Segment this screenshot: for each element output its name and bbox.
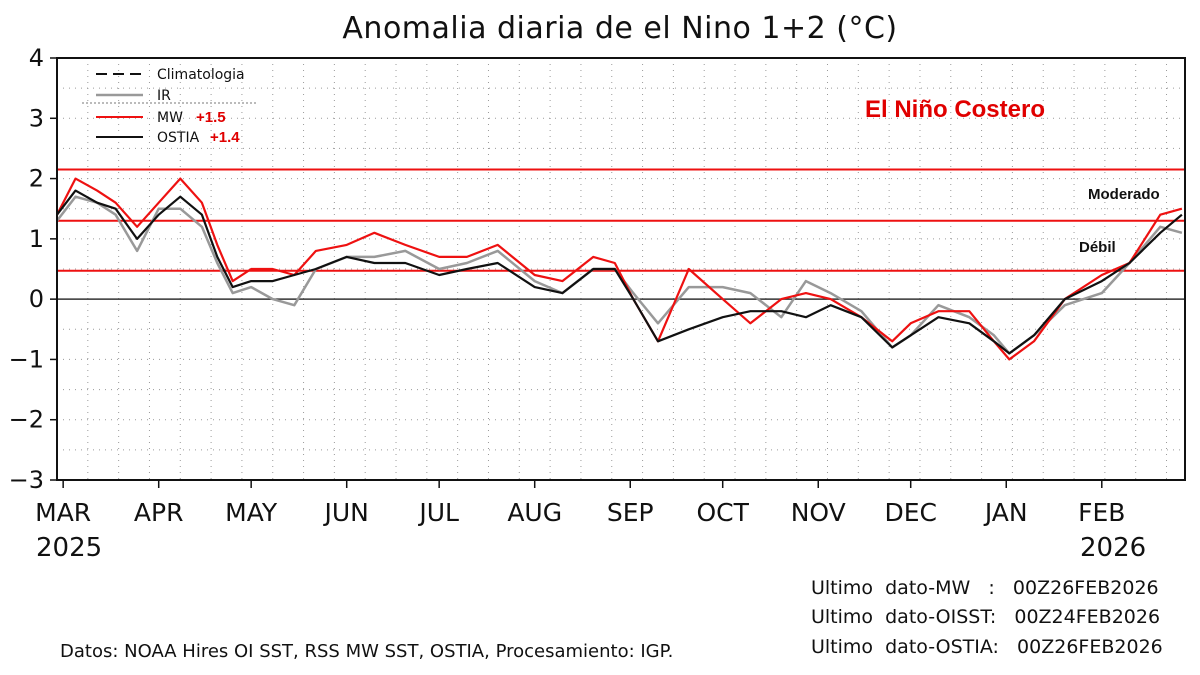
series-lines xyxy=(56,177,1183,361)
x-tick-label: SEP xyxy=(607,498,654,527)
y-axis-ticks: 4 3 2 1 0 −1 −2 −3 xyxy=(9,44,57,494)
y-tick-label: 1 xyxy=(29,225,44,253)
x-tick-label: NOV xyxy=(791,498,846,527)
x-tick-label: OCT xyxy=(697,498,750,527)
x-tick-label: APR xyxy=(134,498,184,527)
y-tick-label: 0 xyxy=(29,285,44,313)
legend-ir-label: IR xyxy=(157,88,171,104)
legend: Climatologia IR MW +1.5 OSTIA +1.4 xyxy=(82,67,258,146)
legend-mw-value: +1.5 xyxy=(196,109,226,126)
y-tick-label: −3 xyxy=(9,466,44,494)
x-tick-label: JUN xyxy=(323,498,369,527)
year-start-label: 2025 xyxy=(36,533,102,563)
legend-climatologia-label: Climatologia xyxy=(157,67,245,83)
legend-ostia-value: +1.4 xyxy=(210,129,240,146)
year-end-label: 2026 xyxy=(1080,533,1146,563)
x-tick-label: JAN xyxy=(983,498,1028,527)
x-tick-label: FEB xyxy=(1078,498,1125,527)
y-tick-label: −1 xyxy=(9,345,44,373)
y-tick-label: 3 xyxy=(29,104,44,132)
series-line-ostia xyxy=(56,189,1183,355)
x-tick-label: JUL xyxy=(417,498,459,527)
y-tick-label: 4 xyxy=(29,44,44,72)
plot-frame xyxy=(56,57,1186,481)
last-data-mw: Ultimo dato-MW : 00Z26FEB2026 xyxy=(811,577,1159,599)
legend-ostia-label: OSTIA xyxy=(157,130,200,146)
x-axis-ticks: MAR APR MAY JUN JUL AUG SEP OCT NOV DEC JAN FEB xyxy=(35,480,1125,527)
threshold-label-moderado: Moderado xyxy=(1088,186,1160,203)
last-data-oisst: Ultimo dato-OISST: 00Z24FEB2026 xyxy=(811,606,1160,628)
y-tick-label: 2 xyxy=(29,165,44,193)
legend-mw-label: MW xyxy=(157,110,183,126)
x-tick-label: DEC xyxy=(884,498,937,527)
data-source-note: Datos: NOAA Hires OI SST, RSS MW SST, OS… xyxy=(60,641,673,662)
el-nino-costero-label: El Niño Costero xyxy=(865,96,1045,123)
x-tick-label: MAY xyxy=(225,498,278,527)
y-tick-label: −2 xyxy=(9,406,44,434)
threshold-label-debil: Débil xyxy=(1079,239,1116,256)
threshold-lines xyxy=(57,168,1185,272)
series-line-mw xyxy=(56,177,1183,361)
x-tick-label: AUG xyxy=(507,498,562,527)
last-data-ostia: Ultimo dato-OSTIA: 00Z26FEB2026 xyxy=(811,636,1163,658)
x-tick-label: MAR xyxy=(35,498,91,527)
chart-title: Anomalia diaria de el Nino 1+2 (°C) xyxy=(342,11,897,46)
